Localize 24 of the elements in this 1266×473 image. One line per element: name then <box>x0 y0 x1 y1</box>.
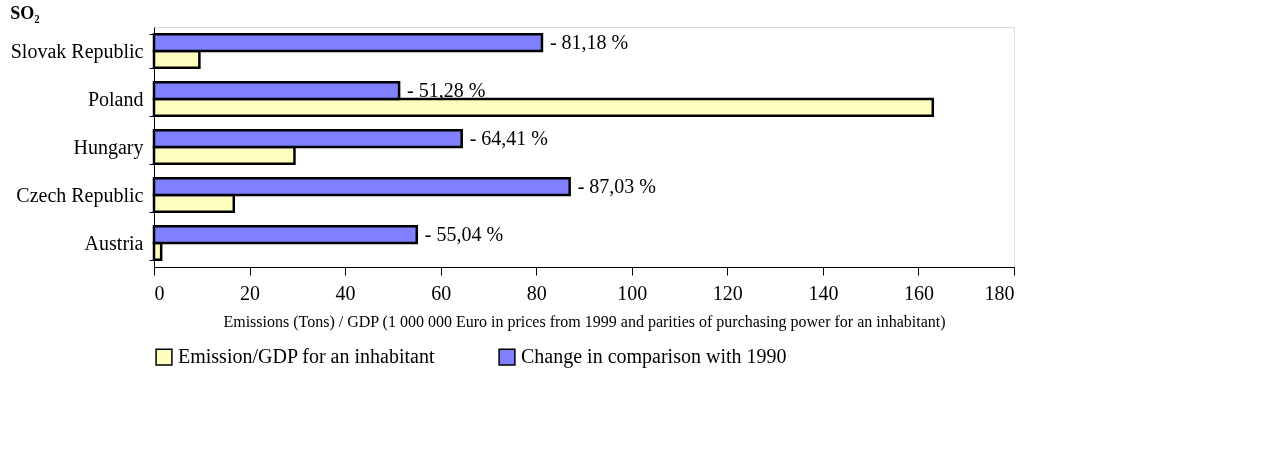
x-tick-label: 100 <box>617 281 648 304</box>
annotation: - 64,41 % <box>469 126 549 149</box>
x-tick-label: 20 <box>240 281 261 304</box>
y-tick-label: Hungary <box>73 135 144 159</box>
x-tick-label: 120 <box>712 281 743 304</box>
x-tick-label: 80 <box>526 281 547 304</box>
y-tick-label: Czech Republic <box>16 183 144 207</box>
x-tick-label: 0 <box>154 281 165 304</box>
chart-title: SO₂ <box>10 3 40 23</box>
x-tick-label: 60 <box>431 281 452 304</box>
annotation: - 87,03 % <box>577 174 656 197</box>
x-tick-label: 160 <box>903 281 934 304</box>
legend-label: Change in comparison with 1990 <box>521 345 787 369</box>
y-tick-label: Poland <box>87 87 144 110</box>
annotation: - 55,04 % <box>424 222 504 245</box>
annotation: - 81,18 % <box>549 30 629 53</box>
annotation: - 51,28 % <box>407 78 486 101</box>
x-axis-title: Emissions (Tons) / GDP (1 000 000 Euro in prices from 1999 and parities of purchasing power for an inhabitant) <box>223 312 946 331</box>
x-tick-label: 40 <box>335 281 356 304</box>
x-tick-label: 180 <box>984 281 1015 304</box>
y-tick-label: Slovak Republic <box>10 39 144 63</box>
y-tick-label: Austria <box>84 231 144 254</box>
x-tick-label: 140 <box>808 281 839 304</box>
legend-label: Emission/GDP for an inhabitant <box>178 345 435 368</box>
